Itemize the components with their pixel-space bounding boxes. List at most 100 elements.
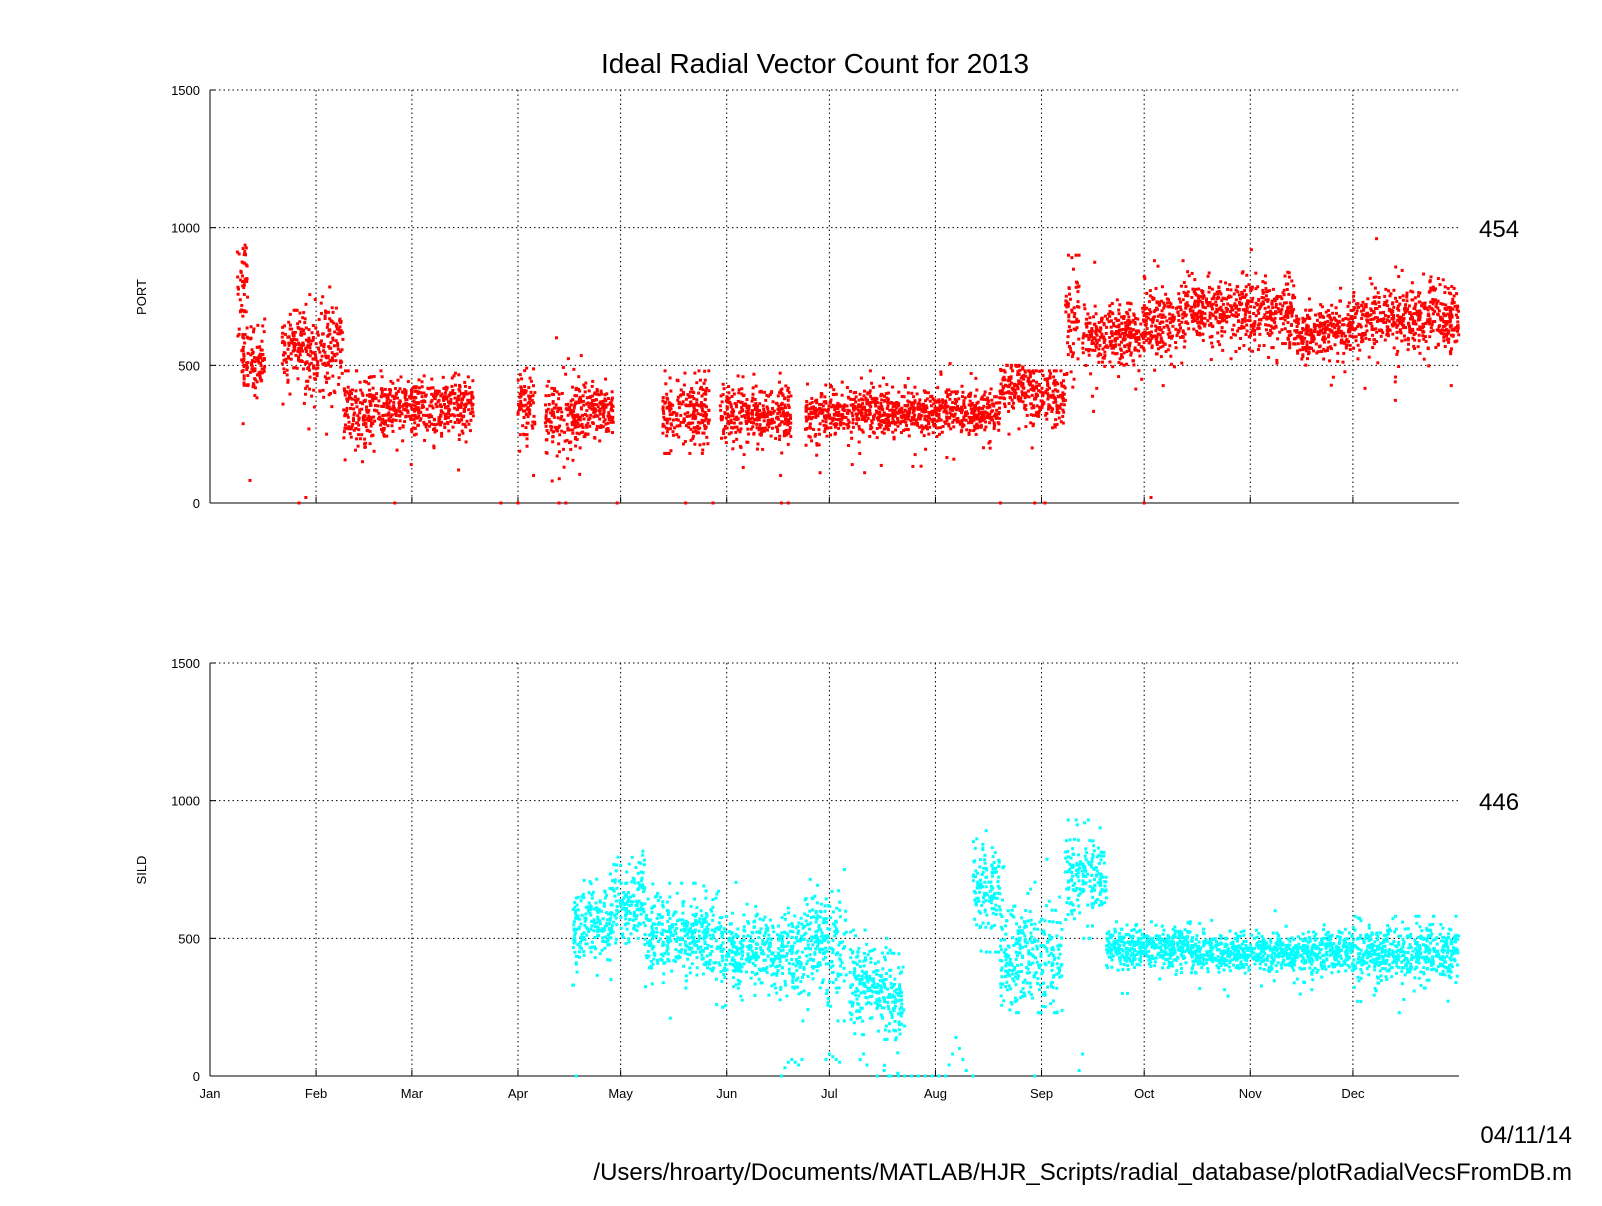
data-point: [443, 403, 446, 406]
data-point: [940, 373, 943, 376]
data-point: [805, 418, 808, 421]
data-point: [1450, 384, 1453, 387]
data-point: [876, 417, 879, 420]
data-point: [1160, 316, 1163, 319]
data-point: [1301, 355, 1304, 358]
data-point: [1424, 335, 1427, 338]
data-point: [1054, 398, 1057, 401]
data-point: [924, 448, 927, 451]
data-point: [1067, 254, 1070, 257]
data-point: [1407, 343, 1410, 346]
data-point: [1235, 298, 1238, 301]
data-point: [567, 408, 570, 411]
data-point: [1060, 385, 1063, 388]
data-point: [1071, 386, 1074, 389]
data-point: [1201, 333, 1204, 336]
data-point: [1404, 338, 1407, 341]
data-point: [410, 393, 413, 396]
data-point: [927, 411, 930, 414]
data-point: [770, 422, 773, 425]
data-point: [752, 433, 755, 436]
data-point: [910, 392, 913, 395]
data-point: [316, 360, 319, 363]
data-point: [1067, 319, 1070, 322]
data-point: [1392, 324, 1395, 327]
data-point: [1111, 312, 1114, 315]
data-point: [1155, 352, 1158, 355]
data-point: [1056, 408, 1059, 411]
data-point: [1180, 321, 1183, 324]
data-point: [705, 405, 708, 408]
data-point: [780, 407, 783, 410]
data-point: [1342, 352, 1345, 355]
data-point: [1105, 326, 1108, 329]
data-point: [1167, 333, 1170, 336]
data-point: [1456, 305, 1459, 308]
data-point: [719, 404, 722, 407]
data-point: [393, 409, 396, 412]
data-point: [1377, 291, 1380, 294]
data-point: [830, 422, 833, 425]
data-point: [585, 409, 588, 412]
data-point: [747, 416, 750, 419]
data-point: [677, 396, 680, 399]
port-axes: [210, 90, 1459, 503]
data-point: [547, 432, 550, 435]
data-point: [682, 443, 685, 446]
data-point: [858, 440, 861, 443]
data-point: [863, 471, 866, 474]
data-point: [1326, 320, 1329, 323]
data-point: [1234, 350, 1237, 353]
data-point: [241, 336, 244, 339]
data-point: [787, 421, 790, 424]
data-point: [560, 430, 563, 433]
data-point: [418, 386, 421, 389]
data-point: [599, 410, 602, 413]
data-point: [1156, 308, 1159, 311]
data-point: [1290, 323, 1293, 326]
data-point: [1009, 396, 1012, 399]
data-point: [242, 369, 245, 372]
data-point: [1370, 282, 1373, 285]
data-point: [819, 471, 822, 474]
data-point: [679, 421, 682, 424]
data-point: [253, 360, 256, 363]
data-point: [263, 370, 266, 373]
data-point: [1117, 325, 1120, 328]
data-point: [1098, 339, 1101, 342]
data-point: [1230, 295, 1233, 298]
data-point: [320, 344, 323, 347]
data-point: [1135, 332, 1138, 335]
data-point: [1420, 304, 1423, 307]
data-point: [242, 422, 245, 425]
data-point: [1239, 337, 1242, 340]
data-point: [330, 405, 333, 408]
data-point: [1153, 297, 1156, 300]
data-point: [529, 377, 532, 380]
data-point: [943, 420, 946, 423]
data-point: [814, 414, 817, 417]
data-point: [337, 383, 340, 386]
data-point: [883, 400, 886, 403]
data-point: [445, 386, 448, 389]
data-point: [1091, 395, 1094, 398]
data-point: [1245, 302, 1248, 305]
data-point: [866, 392, 869, 395]
data-point: [1051, 426, 1054, 429]
data-point: [1119, 347, 1122, 350]
data-point: [1331, 329, 1334, 332]
data-point: [341, 372, 344, 375]
data-point: [1332, 323, 1335, 326]
data-point: [1130, 331, 1133, 334]
data-point: [1446, 313, 1449, 316]
data-point: [853, 398, 856, 401]
data-point: [1217, 286, 1220, 289]
data-point: [1264, 287, 1267, 290]
data-point: [951, 401, 954, 404]
data-point: [1195, 330, 1198, 333]
data-point: [1456, 320, 1459, 323]
data-point: [916, 422, 919, 425]
data-point: [453, 397, 456, 400]
data-point: [335, 324, 338, 327]
data-point: [253, 377, 256, 380]
